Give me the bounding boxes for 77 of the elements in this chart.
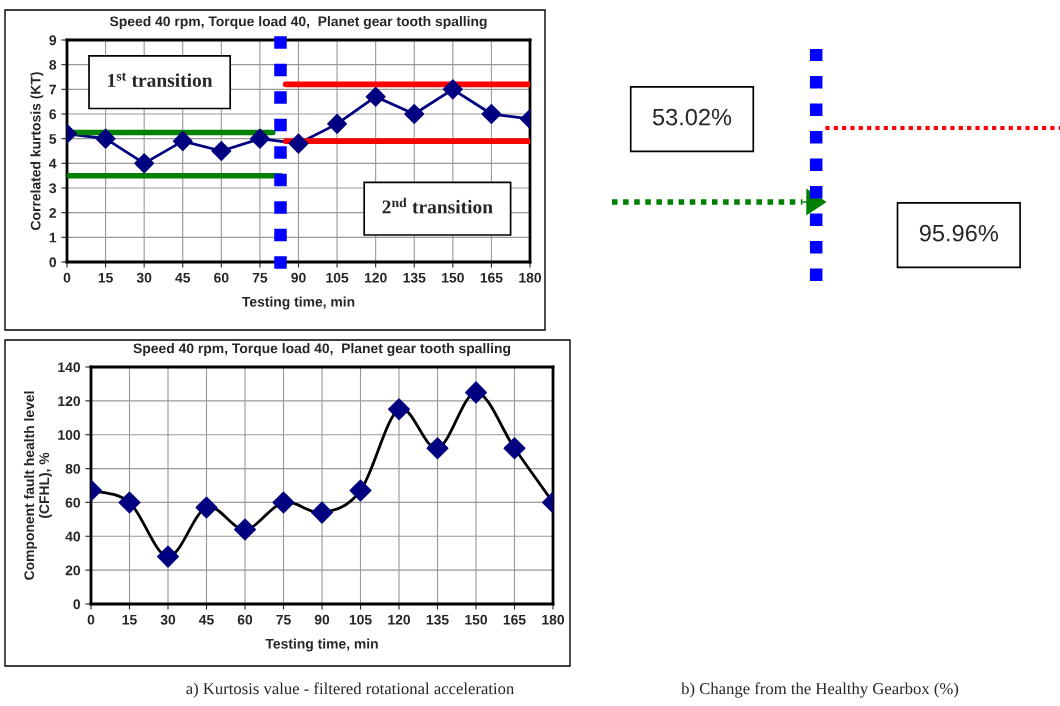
point: [157, 545, 179, 568]
y-tick-label: 1: [49, 232, 57, 243]
point: [195, 496, 218, 519]
y-tick-label: 6: [49, 109, 57, 120]
x-tick-label: 0: [87, 614, 95, 625]
point: [118, 491, 141, 514]
x-tick-label: 135: [403, 272, 426, 283]
annotation: 2$^{nd}$ transition: [382, 197, 493, 214]
y-tick-label: 100: [58, 430, 81, 440]
text: a) Kurtosis value - filtered rotational acceleration: [186, 682, 515, 698]
y-tick-label: 120: [58, 396, 81, 407]
y-tick-label: 40: [65, 531, 81, 542]
y-tick-label: 2: [49, 208, 57, 218]
x-tick-label: 30: [160, 614, 176, 625]
x-tick-label: 60: [237, 614, 253, 625]
x-tick-label: 15: [122, 614, 137, 625]
text: 53.02%: [652, 108, 732, 126]
x-tick-label: 105: [349, 614, 372, 625]
point: [249, 128, 270, 149]
point: [288, 133, 309, 154]
point: [442, 79, 463, 100]
text: b) Change from the Healthy Gearbox (%): [681, 682, 959, 698]
chart-title: Speed 40 rpm, Torque load 40, Planet gear tooth spalling: [109, 16, 487, 30]
x-tick-label: 120: [388, 614, 411, 625]
x-tick-label: 90: [291, 272, 306, 283]
y-tick-label: 8: [49, 60, 57, 70]
chart-title: Speed 40 rpm, Torque load 40, Planet gear tooth spalling: [133, 343, 511, 357]
x-tick-label: 45: [175, 272, 191, 283]
y-tick-label: 80: [65, 463, 81, 474]
y-tick-label: 9: [49, 35, 57, 46]
y-tick-label: 0: [49, 257, 57, 268]
point: [272, 491, 295, 514]
x-tick-label: 30: [136, 272, 152, 283]
x-axis-title: Testing time, min: [265, 638, 378, 652]
y-axis-title: Correlated kurtosis (KT): [30, 72, 44, 230]
x-tick-label: 90: [314, 614, 330, 625]
point: [211, 140, 232, 162]
x-tick-label: 105: [326, 272, 349, 283]
point: [404, 103, 425, 125]
x-tick-label: 150: [465, 614, 488, 625]
y-tick-label: 140: [58, 362, 81, 373]
x-tick-label: 180: [542, 614, 565, 625]
x-tick-label: 75: [276, 614, 291, 625]
y-tick-label: 3: [49, 183, 57, 194]
text: 95.96%: [919, 224, 998, 242]
y-tick-label: 0: [73, 599, 81, 610]
point: [172, 131, 193, 152]
point: [95, 128, 116, 149]
point: [481, 103, 502, 125]
point: [327, 113, 348, 134]
point: [465, 381, 487, 404]
x-tick-label: 120: [364, 272, 387, 283]
x-tick-label: 45: [198, 614, 214, 625]
point: [311, 501, 333, 524]
point: [365, 86, 386, 107]
point: [426, 437, 449, 460]
y-tick-label: 4: [49, 158, 57, 169]
annotation: 1$^{st}$ transition: [108, 72, 213, 87]
x-axis-title: Testing time, min: [242, 296, 355, 310]
x-tick-label: 135: [426, 614, 449, 625]
y-tick-label: 5: [49, 134, 57, 144]
point: [134, 153, 155, 174]
x-tick-label: 75: [252, 272, 268, 283]
x-tick-label: 165: [480, 272, 503, 283]
point: [234, 518, 256, 541]
x-tick-label: 180: [519, 272, 542, 283]
point: [349, 479, 372, 502]
y-tick-label: 60: [65, 497, 81, 508]
point: [503, 437, 526, 460]
x-tick-label: 60: [214, 272, 229, 283]
y-tick-label: 7: [49, 84, 56, 95]
y-axis-title: Component fault health level (CFHL), %: [23, 391, 52, 580]
x-tick-label: 150: [442, 272, 464, 283]
x-tick-label: 165: [503, 614, 526, 625]
point: [388, 398, 410, 421]
y-tick-label: 20: [65, 565, 81, 576]
x-tick-label: 15: [98, 272, 113, 283]
